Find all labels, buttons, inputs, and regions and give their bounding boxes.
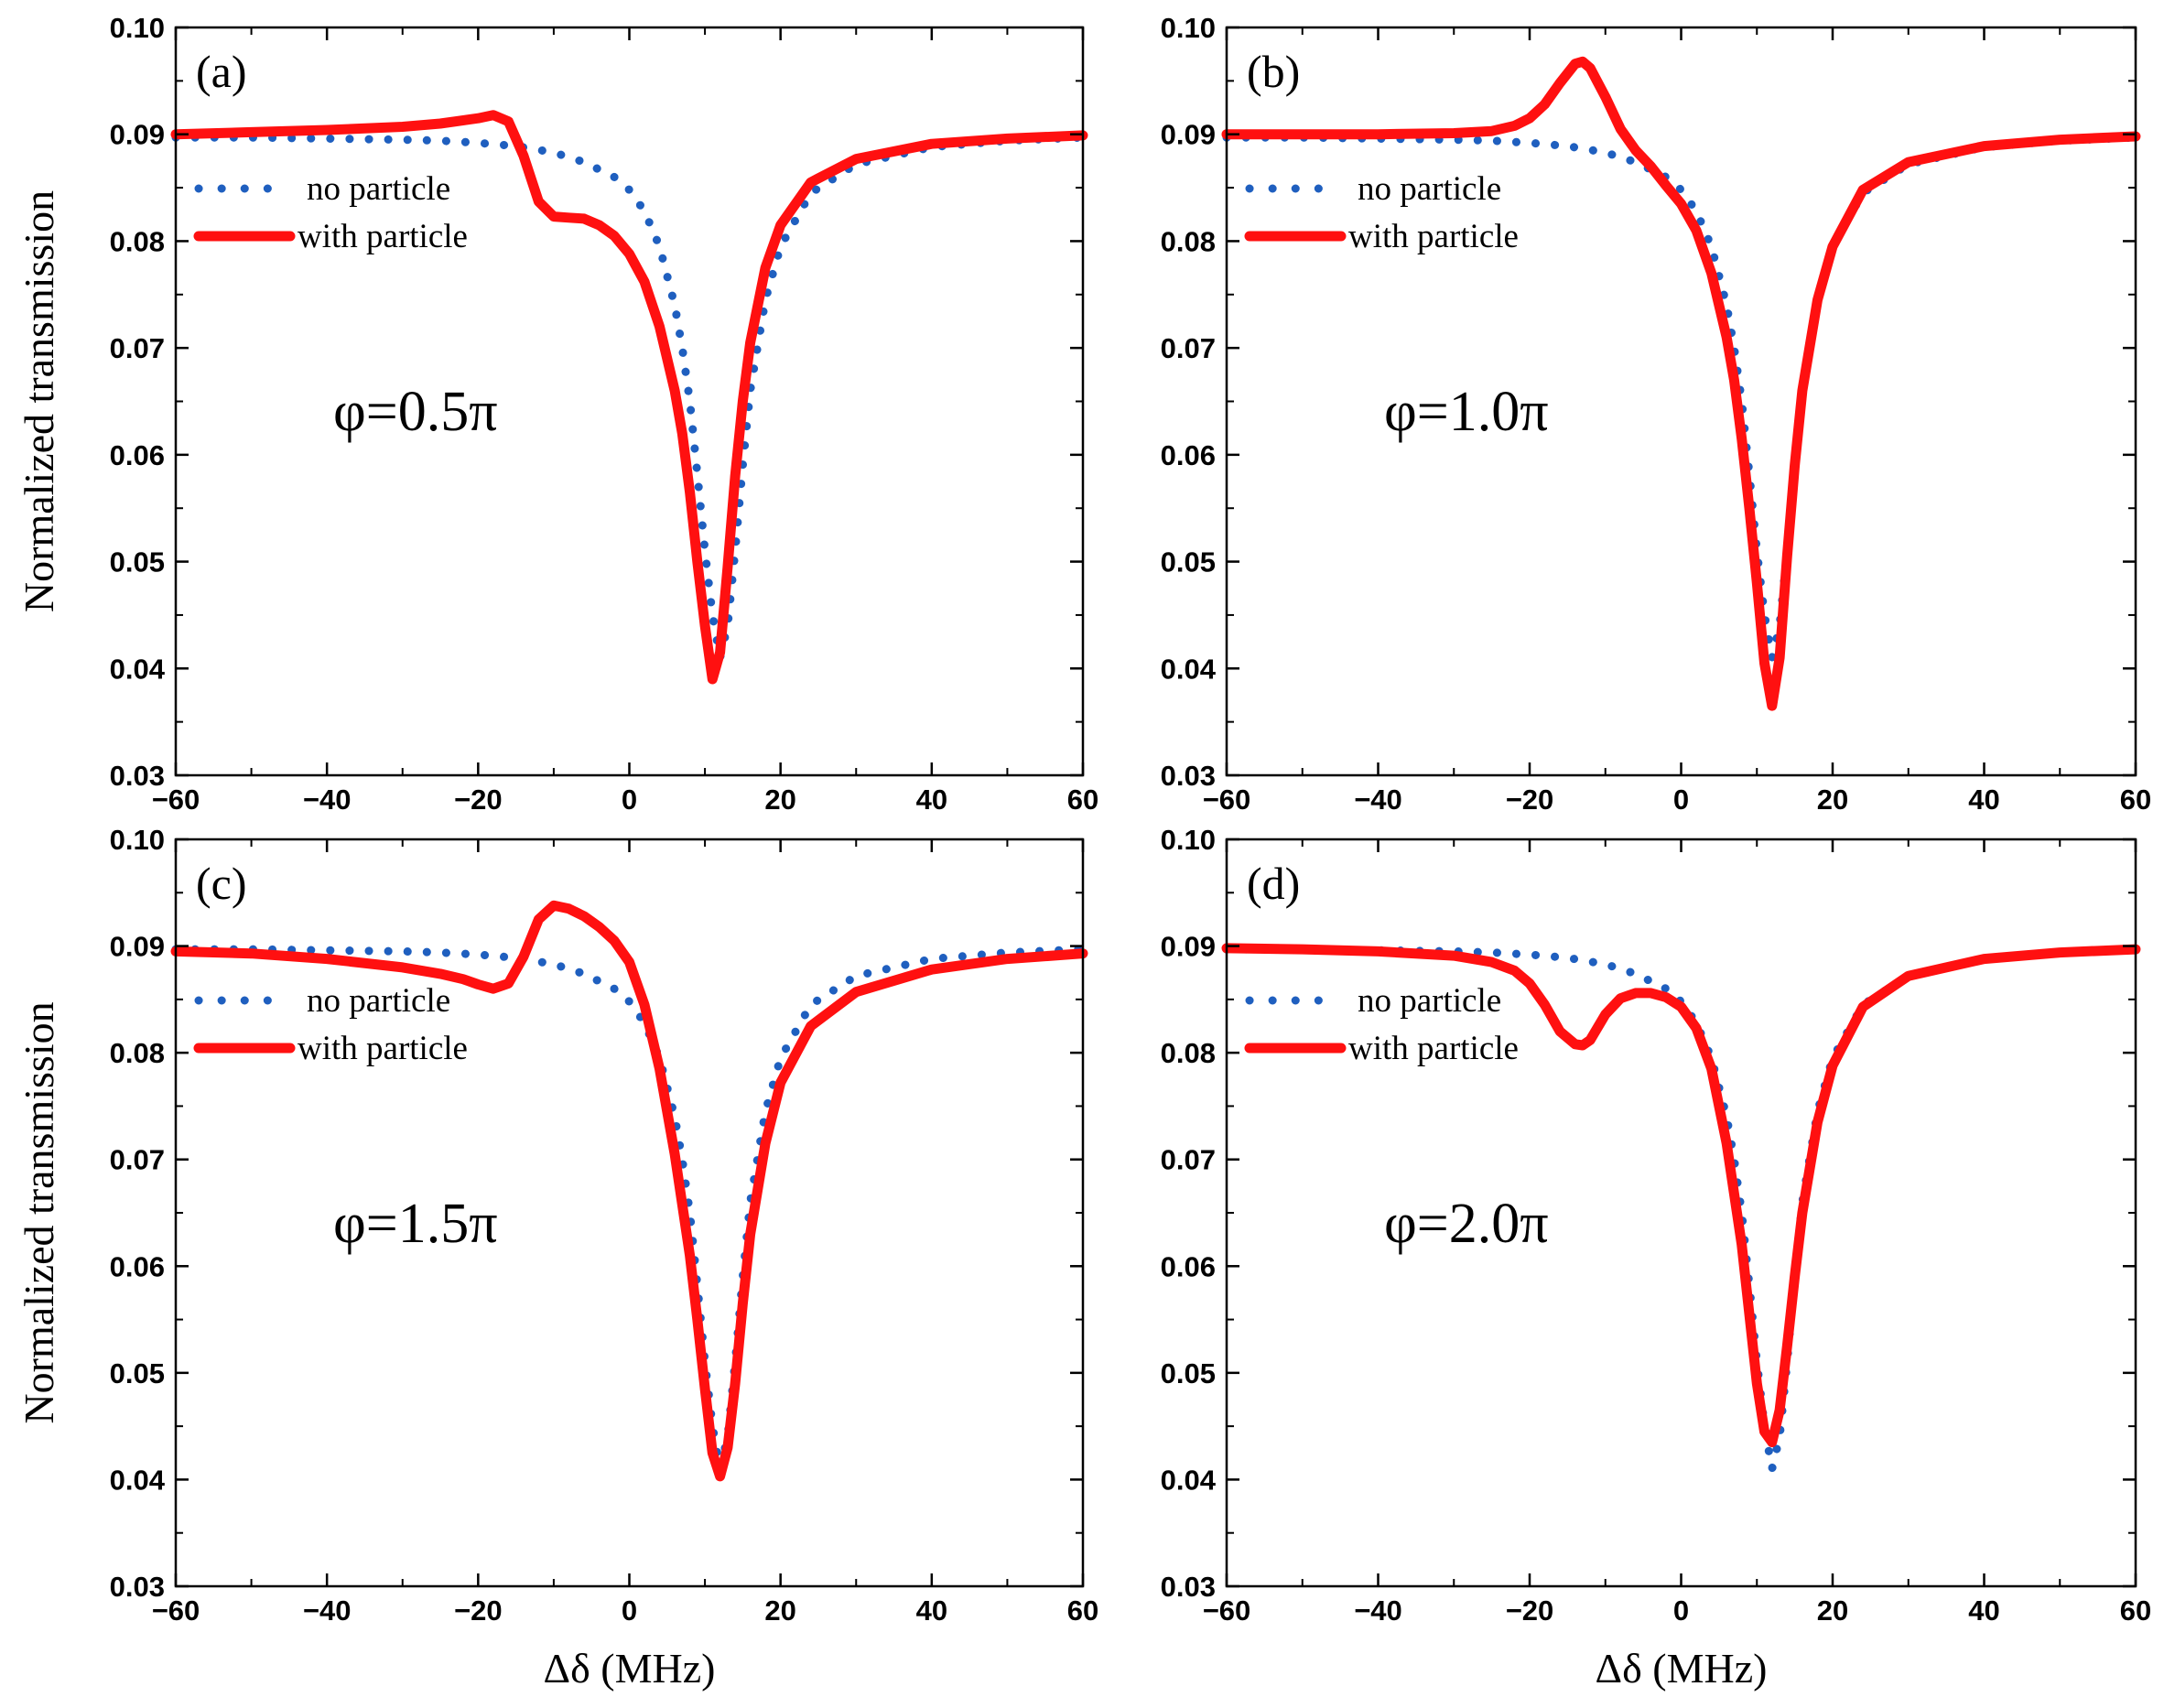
legend: no particle with particle	[193, 982, 468, 1067]
chart-panel-4: −60 −40 −20 0 20 40 60 0.03 0.04 0.05 0.06 0.07 0.08…	[1161, 824, 2152, 1692]
legend: no particle with particle	[1244, 170, 1519, 255]
x-tick-label: −60	[1203, 784, 1251, 816]
x-tick-label: 0	[1673, 784, 1689, 816]
chart-panel-3: −60 −40 −20 0 20 40 60 0.03 0.04 0.05 0.06 0.07 0.08…	[16, 824, 1098, 1692]
chart-panel-1: −60 −40 −20 0 20 40 60 0.03 0.04 0.05 0.06 0.07 0.08…	[16, 12, 1098, 816]
y-tick-label: 0.06	[110, 439, 165, 471]
chart-panel-2: −60 −40 −20 0 20 40 60 0.03 0.04 0.05 0.06 0.07 0.08…	[1161, 12, 2152, 816]
legend: no particle with particle	[193, 170, 468, 255]
panel-label: (d)	[1247, 858, 1300, 909]
y-tick-label: 0.06	[1161, 1250, 1216, 1282]
legend-with-particle-label: with particle	[1348, 218, 1519, 255]
y-tick-label: 0.04	[110, 653, 166, 685]
x-tick-label: 40	[1968, 1594, 1999, 1627]
phi-annotation: φ=1.0π	[1384, 381, 1549, 443]
y-tick-label: 0.09	[1161, 119, 1216, 151]
panels: −60 −40 −20 0 20 40 60 0.03 0.04 0.05 0.06 0.07 0.08…	[16, 12, 2151, 1692]
y-tick-label: 0.06	[1161, 439, 1216, 471]
x-tick-label: −60	[152, 1594, 200, 1627]
series-with-particle-line	[170, 900, 1088, 1482]
series-with-particle-line	[170, 110, 1088, 685]
x-tick-label: 20	[1817, 1594, 1848, 1627]
x-tick-label: −40	[303, 784, 352, 816]
panel-label: (c)	[196, 858, 247, 909]
x-tick-label: −60	[152, 784, 200, 816]
y-tick-label: 0.05	[110, 546, 165, 578]
y-tick-label: 0.09	[110, 119, 165, 151]
y-tick-label: 0.08	[110, 225, 165, 257]
x-tick-label: −40	[1354, 1594, 1402, 1627]
y-tick-label: 0.03	[110, 1571, 165, 1603]
x-tick-label: 60	[1067, 784, 1098, 816]
y-axis-title: Normalized transmission	[16, 1001, 62, 1423]
y-tick-label: 0.07	[1161, 1144, 1216, 1176]
phi-annotation: φ=0.5π	[333, 381, 498, 443]
legend-with-particle-label: with particle	[298, 218, 468, 255]
y-tick-label: 0.05	[1161, 1357, 1216, 1389]
y-tick-label: 0.04	[1161, 653, 1217, 685]
x-tick-label: −20	[454, 1594, 503, 1627]
y-tick-label: 0.06	[110, 1250, 165, 1282]
legend: no particle with particle	[1244, 982, 1519, 1067]
y-tick-label: 0.03	[110, 760, 165, 792]
x-tick-label: 40	[916, 784, 947, 816]
y-tick-label: 0.03	[1161, 760, 1216, 792]
y-tick-label: 0.07	[110, 1144, 165, 1176]
x-tick-label: 20	[764, 784, 795, 816]
legend-no-particle-label: no particle	[1358, 170, 1501, 208]
legend-with-particle-label: with particle	[298, 1030, 468, 1067]
legend-with-particle-label: with particle	[1348, 1030, 1519, 1067]
y-tick-label: 0.07	[1161, 332, 1216, 364]
series-no-particle-line	[171, 945, 1087, 1474]
y-tick-label: 0.10	[110, 824, 165, 856]
y-tick-label: 0.07	[110, 332, 165, 364]
x-tick-label: −40	[1354, 784, 1402, 816]
x-tick-label: −20	[454, 784, 503, 816]
y-tick-label: 0.04	[110, 1464, 166, 1496]
legend-no-particle-label: no particle	[307, 982, 450, 1020]
y-tick-label: 0.05	[110, 1357, 165, 1389]
x-axis-title: Δδ (MHz)	[1596, 1645, 1768, 1692]
x-tick-label: 60	[2120, 784, 2151, 816]
y-tick-label: 0.03	[1161, 1571, 1216, 1603]
series-no-particle-line	[1222, 133, 2140, 663]
x-tick-label: 60	[1067, 1594, 1098, 1627]
y-tick-label: 0.08	[1161, 1037, 1216, 1069]
x-tick-label: 0	[1673, 1594, 1689, 1627]
x-tick-label: 60	[2120, 1594, 2151, 1627]
y-tick-label: 0.10	[1161, 12, 1216, 44]
series-no-particle-line	[1222, 945, 2140, 1474]
phi-annotation: φ=1.5π	[333, 1193, 498, 1255]
panel-label: (a)	[196, 46, 247, 97]
legend-no-particle-label: no particle	[307, 170, 450, 208]
y-tick-label: 0.08	[110, 1037, 165, 1069]
x-tick-label: 20	[1817, 784, 1848, 816]
y-tick-label: 0.05	[1161, 546, 1216, 578]
y-tick-label: 0.10	[1161, 824, 1216, 856]
x-tick-label: −40	[303, 1594, 352, 1627]
x-tick-label: 0	[622, 784, 637, 816]
x-tick-label: 0	[622, 1594, 637, 1627]
y-tick-label: 0.08	[1161, 225, 1216, 257]
x-tick-label: 20	[764, 1594, 795, 1627]
x-tick-label: 40	[1968, 784, 1999, 816]
x-tick-label: −20	[1506, 1594, 1554, 1627]
x-tick-label: −20	[1506, 784, 1554, 816]
y-axis-title: Normalized transmission	[16, 190, 62, 612]
y-tick-label: 0.09	[110, 931, 165, 963]
panel-label: (b)	[1247, 46, 1300, 97]
series-with-particle-line	[1221, 56, 2141, 711]
phi-annotation: φ=2.0π	[1384, 1193, 1549, 1255]
x-tick-label: 40	[916, 1594, 947, 1627]
legend-no-particle-label: no particle	[1358, 982, 1501, 1020]
y-tick-label: 0.10	[110, 12, 165, 44]
y-tick-label: 0.04	[1161, 1464, 1217, 1496]
x-tick-label: −60	[1203, 1594, 1251, 1627]
x-axis-title: Δδ (MHz)	[544, 1645, 716, 1692]
y-tick-label: 0.09	[1161, 931, 1216, 963]
series-no-particle-line	[171, 133, 1087, 663]
series-with-particle-line	[1221, 943, 2141, 1448]
